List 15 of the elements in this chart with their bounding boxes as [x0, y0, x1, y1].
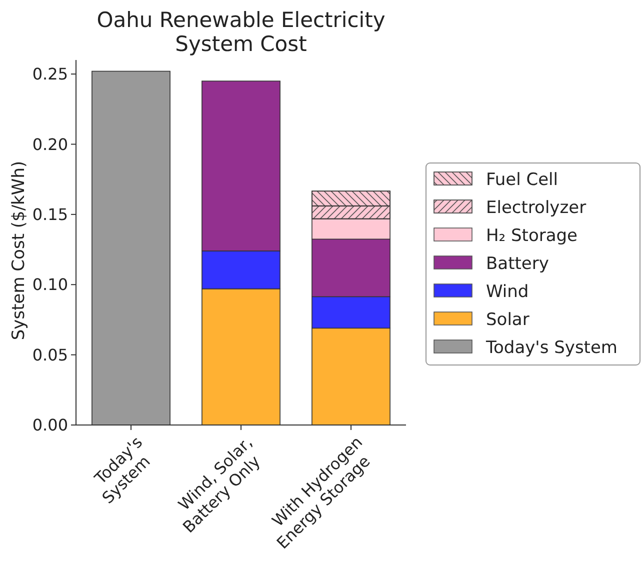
legend-label: H₂ Storage — [486, 226, 578, 246]
legend-label: Fuel Cell — [486, 170, 558, 190]
legend-label: Electrolyzer — [486, 198, 586, 218]
legend-label: Wind — [486, 282, 529, 302]
y-tick-label: 0.10 — [32, 275, 68, 294]
legend-label: Solar — [486, 310, 530, 330]
y-tick-label: 0.00 — [32, 416, 68, 435]
legend-label: Battery — [486, 254, 549, 274]
y-tick-label: 0.20 — [32, 134, 68, 154]
y-tick-label: 0.15 — [32, 205, 68, 224]
y-tick-label: 0.05 — [32, 345, 68, 364]
y-tick-label: 0.25 — [32, 64, 68, 84]
legend-label: Today's System — [485, 338, 618, 358]
y-axis-title: System Cost ($/kWh) — [9, 160, 29, 340]
chart-title: Oahu Renewable Electricity System Cost — [96, 8, 386, 56]
